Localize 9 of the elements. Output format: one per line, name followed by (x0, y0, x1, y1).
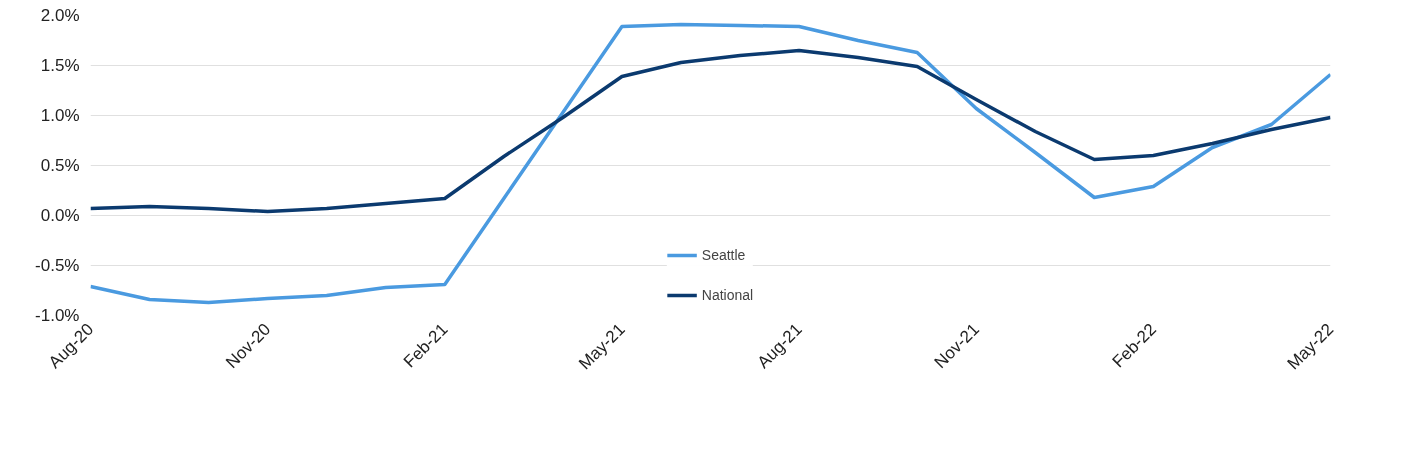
y-tick-label: 0.0% (40, 206, 80, 225)
legend-label: Seattle (701, 247, 746, 263)
y-tick-label: 1.0% (40, 106, 80, 125)
y-tick-label: 0.5% (40, 156, 80, 175)
legend-label: National (701, 287, 754, 303)
y-tick-label: 1.5% (40, 56, 80, 75)
y-tick-label: 2.0% (40, 6, 80, 25)
y-tick-label: -0.5% (35, 256, 80, 275)
y-tick-label: -1.0% (35, 306, 80, 325)
